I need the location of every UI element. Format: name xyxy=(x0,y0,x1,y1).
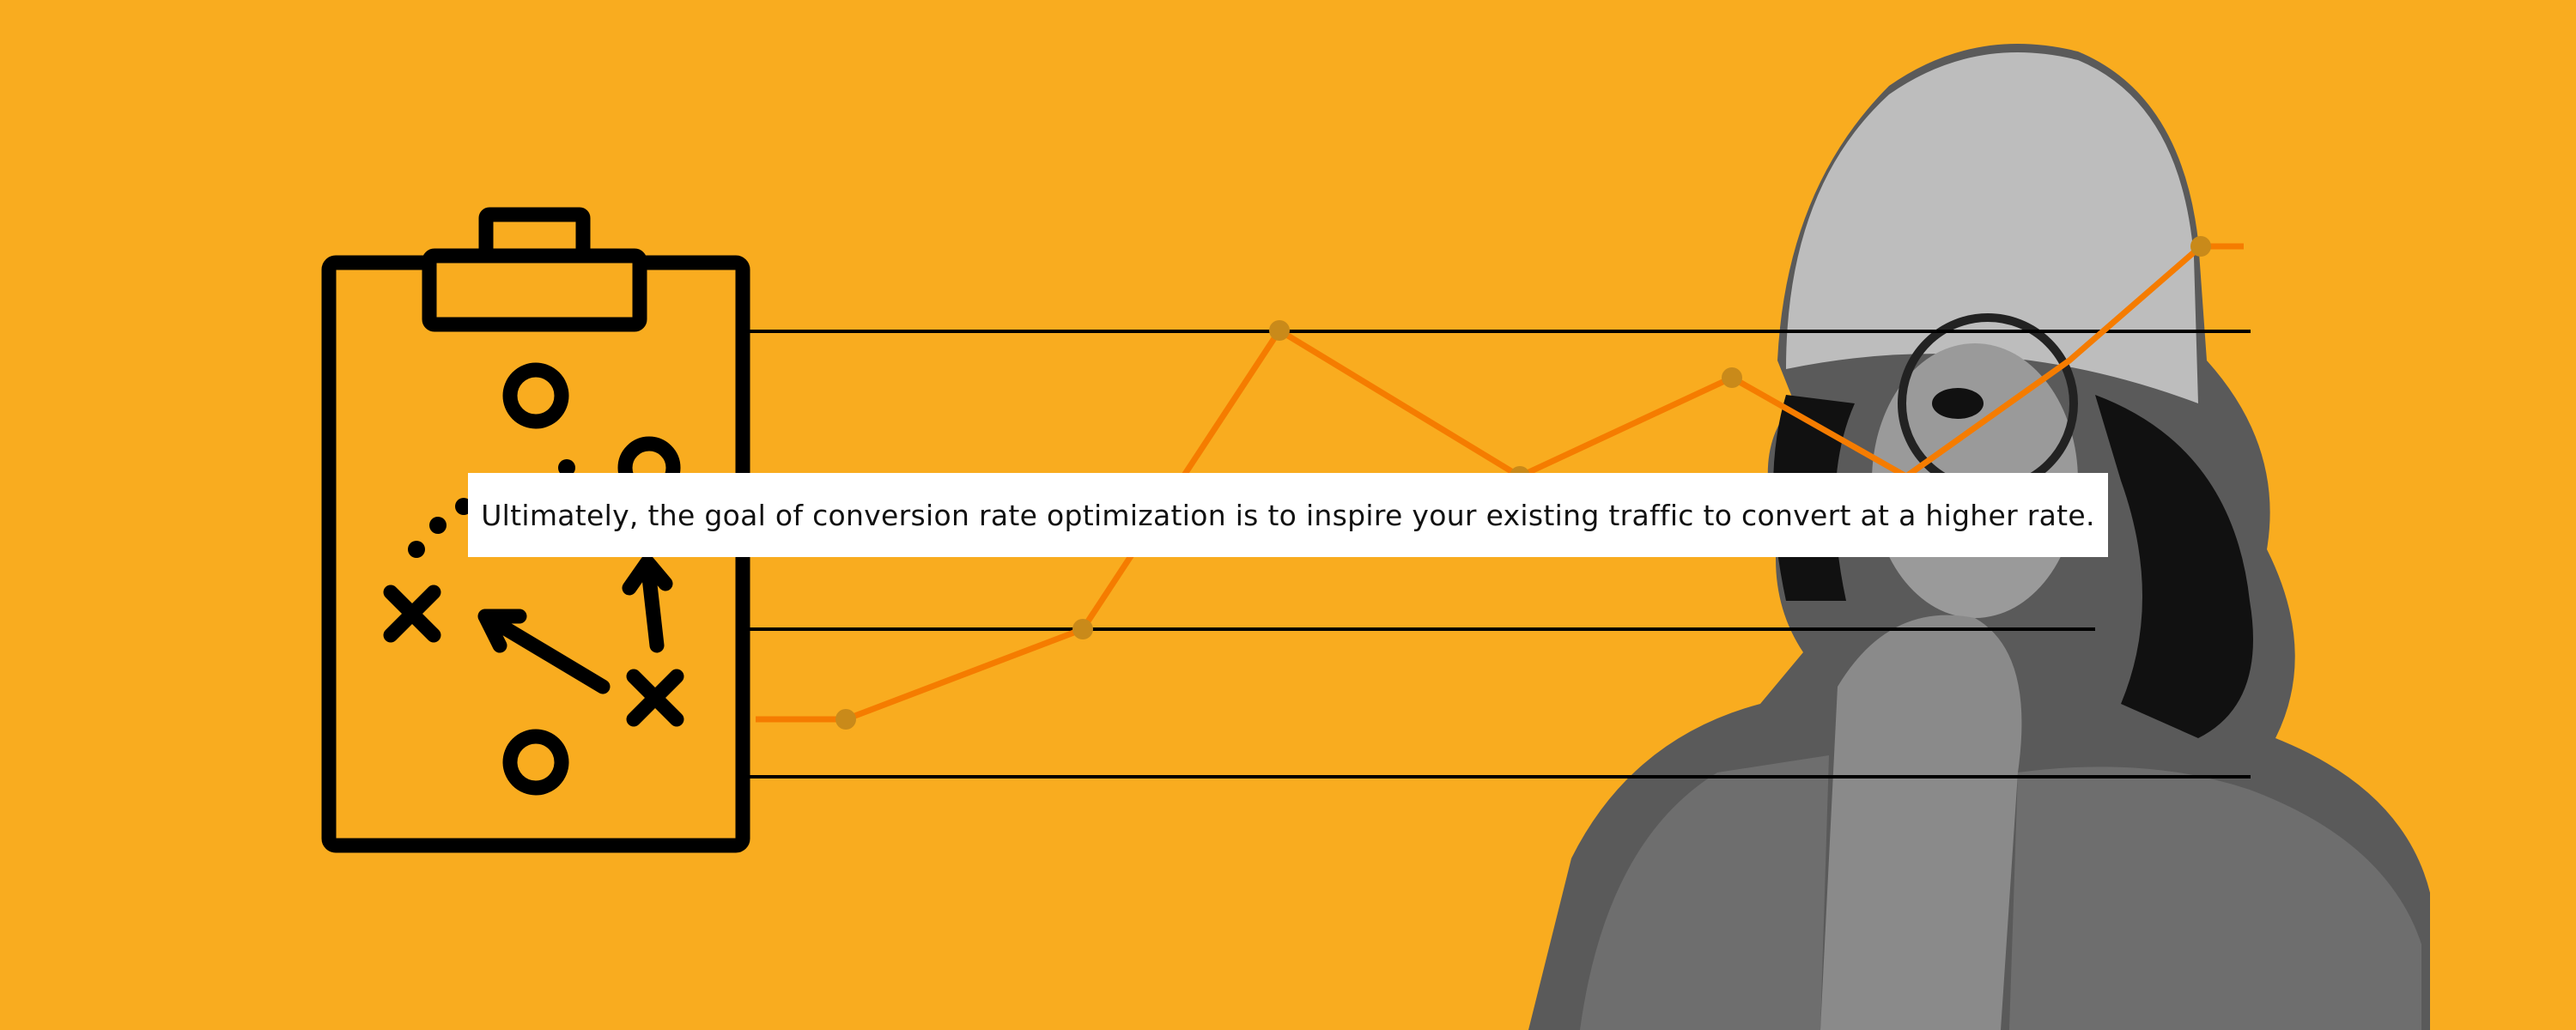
x-mark-icon xyxy=(383,585,441,643)
x-mark-icon xyxy=(626,669,684,727)
arrow-icon xyxy=(477,609,611,694)
chart-gridlines xyxy=(728,330,2251,779)
trend-line xyxy=(756,236,2244,730)
arrow-icon xyxy=(622,554,673,653)
trend-point xyxy=(1269,320,1290,341)
circle-o-icon xyxy=(502,362,569,429)
trend-point xyxy=(1722,367,1742,388)
trend-point xyxy=(2190,236,2211,257)
circle-o-icon xyxy=(502,729,569,796)
trend-point xyxy=(835,709,856,730)
trend-point xyxy=(1072,619,1093,639)
quote-banner: Ultimately, the goal of conversion rate … xyxy=(468,473,2108,557)
quote-text: Ultimately, the goal of conversion rate … xyxy=(481,498,2095,532)
